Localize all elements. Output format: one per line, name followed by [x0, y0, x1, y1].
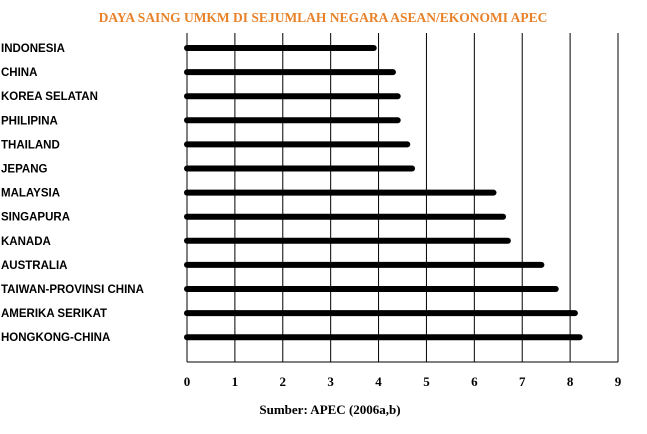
- x-tick-label: 1: [232, 374, 239, 389]
- x-tick-label: 7: [519, 374, 526, 389]
- category-label: MALAYSIA: [1, 188, 60, 200]
- category-label: AUSTRALIA: [1, 260, 67, 272]
- chart-title: DAYA SAING UMKM DI SEJUMLAH NEGARA ASEAN…: [99, 10, 548, 25]
- category-label: PHILIPINA: [1, 115, 58, 127]
- source-note: Sumber: APEC (2006a,b): [259, 402, 400, 417]
- x-tick-label: 8: [567, 374, 574, 389]
- category-label: THAILAND: [1, 139, 60, 151]
- category-label: AMERIKA SERIKAT: [1, 308, 107, 320]
- category-label: JEPANG: [1, 164, 47, 176]
- grid-lines: [186, 33, 619, 363]
- x-tick-label: 2: [280, 374, 287, 389]
- category-label: KANADA: [1, 236, 51, 248]
- x-tick-label: 5: [423, 374, 430, 389]
- category-label: INDONESIA: [1, 43, 65, 55]
- x-tick-label: 4: [375, 374, 382, 389]
- x-tick-label: 9: [615, 374, 622, 389]
- x-tick-label: 6: [471, 374, 478, 389]
- category-label: CHINA: [1, 67, 37, 79]
- category-labels: INDONESIA CHINA KOREA SELATAN PHILIPINA THAI…: [1, 43, 144, 344]
- x-tick-labels: 0 1 2 3 4 5 6 7 8 9: [184, 374, 622, 389]
- category-label: SINGAPURA: [1, 212, 70, 224]
- category-label: TAIWAN-PROVINSI CHINA: [1, 284, 144, 296]
- x-tick-label: 3: [327, 374, 334, 389]
- category-label: HONGKONG-CHINA: [1, 332, 110, 344]
- category-label: KOREA SELATAN: [1, 91, 98, 103]
- x-tick-label: 0: [184, 374, 191, 389]
- bars: [184, 45, 583, 341]
